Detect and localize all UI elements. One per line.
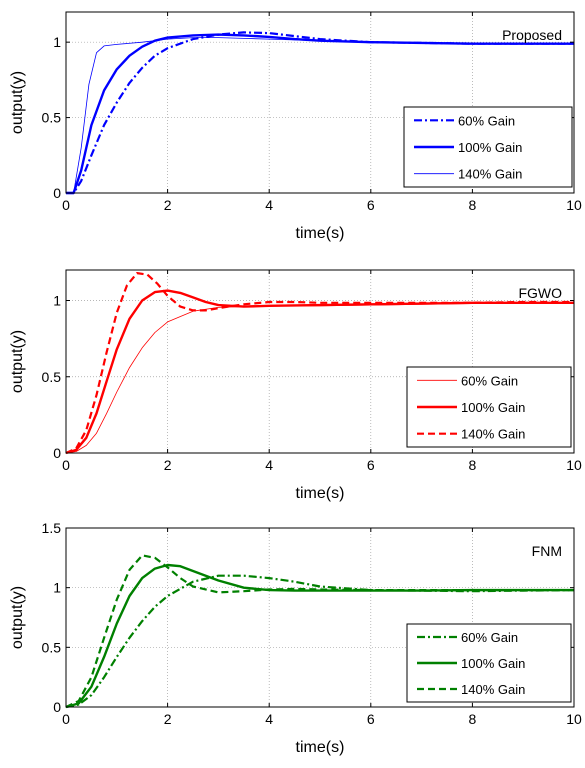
series-line-2 bbox=[65, 289, 574, 455]
y-tick-label: 0 bbox=[53, 699, 61, 715]
chart-panel-1: 0 2 4 6 8 10 0 0.5 1 time(s) output(y) Proposed 60% … bbox=[9, 11, 582, 242]
x-tick-label: 2 bbox=[164, 197, 172, 213]
legend-label-2: 100% Gain bbox=[461, 656, 525, 671]
legend-label-3: 140% Gain bbox=[461, 682, 525, 697]
x-tick-label: 6 bbox=[367, 457, 375, 473]
legend-label-1: 60% Gain bbox=[461, 630, 518, 645]
y-tick-label: 0.5 bbox=[42, 110, 62, 126]
legend-label-3: 140% Gain bbox=[458, 167, 522, 182]
y-tick-label: 1 bbox=[53, 580, 61, 596]
x-tick-label: 4 bbox=[265, 457, 273, 473]
axes-frame bbox=[65, 11, 575, 194]
x-tick-label: 6 bbox=[367, 711, 375, 727]
x-axis-label: time(s) bbox=[296, 485, 345, 502]
legend-label-1: 60% Gain bbox=[461, 373, 518, 388]
y-tick-label: 1 bbox=[53, 293, 61, 309]
x-tick-label: 4 bbox=[265, 197, 273, 213]
axes-frame bbox=[65, 527, 575, 708]
y-axis-label: output(y) bbox=[9, 330, 26, 393]
x-tick-label: 0 bbox=[62, 711, 70, 727]
axes-frame bbox=[65, 269, 575, 454]
x-tick-label: 2 bbox=[164, 457, 172, 473]
series-line-3 bbox=[65, 554, 574, 708]
x-tick-label: 10 bbox=[566, 457, 582, 473]
x-tick-label: 10 bbox=[566, 711, 582, 727]
y-tick-label: 0.5 bbox=[42, 639, 62, 655]
legend-label-2: 100% Gain bbox=[458, 140, 522, 155]
x-tick-label: 2 bbox=[164, 711, 172, 727]
panel-title: FNM bbox=[532, 543, 562, 559]
x-tick-label: 0 bbox=[62, 457, 70, 473]
x-tick-label: 8 bbox=[469, 711, 477, 727]
legend-label-1: 60% Gain bbox=[458, 113, 515, 128]
y-tick-label: 0.5 bbox=[42, 369, 62, 385]
series-line-2 bbox=[65, 563, 574, 709]
x-tick-label: 4 bbox=[265, 711, 273, 727]
x-axis-label: time(s) bbox=[296, 225, 345, 242]
y-axis-label: output(y) bbox=[9, 586, 26, 649]
y-axis-label: output(y) bbox=[9, 71, 26, 134]
x-tick-label: 0 bbox=[62, 197, 70, 213]
y-tick-label: 0 bbox=[53, 445, 61, 461]
x-tick-label: 8 bbox=[469, 457, 477, 473]
y-tick-label: 1.5 bbox=[42, 520, 62, 536]
legend-label-2: 100% Gain bbox=[461, 400, 525, 415]
series-line-3 bbox=[66, 37, 574, 194]
x-tick-label: 6 bbox=[367, 197, 375, 213]
x-tick-label: 8 bbox=[469, 197, 477, 213]
chart-panel-2: 0 2 4 6 8 10 0 0.5 1 time(s) output(y) FGWO 60% Gain… bbox=[9, 269, 582, 502]
legend-label-3: 140% Gain bbox=[461, 427, 525, 442]
x-tick-label: 10 bbox=[566, 197, 582, 213]
chart-panel-3: 0 2 4 6 8 10 0 0.5 1 1.5 time(s) output(y) FNM 60% Ga… bbox=[9, 520, 582, 756]
y-tick-label: 0 bbox=[53, 185, 61, 201]
panel-title: Proposed bbox=[502, 27, 562, 43]
y-tick-label: 1 bbox=[53, 34, 61, 50]
series-line-3 bbox=[65, 272, 574, 455]
x-axis-label: time(s) bbox=[296, 739, 345, 756]
panel-title: FGWO bbox=[518, 285, 562, 301]
